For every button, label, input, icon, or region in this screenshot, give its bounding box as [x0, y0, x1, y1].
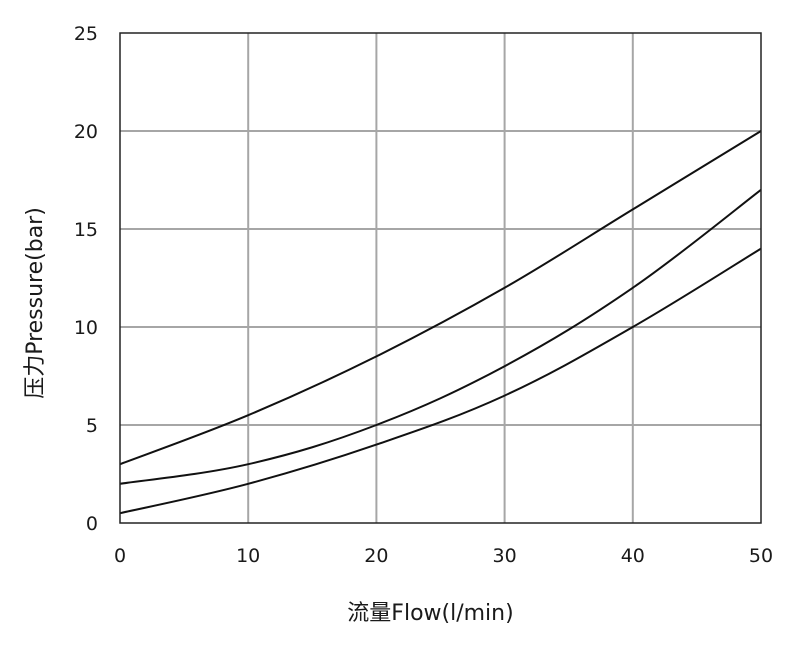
x-tick-label: 50: [749, 545, 773, 567]
series-line-3: [119, 247, 762, 515]
y-tick-label: 5: [86, 415, 98, 437]
x-axis-title: 流量Flow(l/min): [347, 601, 513, 626]
y-tick-label: 25: [74, 23, 98, 45]
x-tick-label: 20: [364, 545, 388, 567]
series-line-1: [119, 130, 762, 466]
x-tick-label: 10: [236, 545, 260, 567]
x-tick-label: 40: [621, 545, 645, 567]
series-lines: [119, 130, 762, 515]
x-tick-label: 0: [114, 545, 126, 567]
y-axis-title: 压力Pressure(bar): [23, 207, 48, 399]
plot-frame: [119, 32, 762, 524]
grid: [120, 33, 761, 523]
x-tick-labels: 0 10 20 30 40 50: [114, 545, 773, 567]
y-tick-label: 0: [86, 513, 98, 535]
y-tick-labels: 0 5 10 15 20 25: [74, 23, 98, 535]
x-tick-label: 30: [493, 545, 517, 567]
y-tick-label: 20: [74, 121, 98, 143]
y-tick-label: 15: [74, 219, 98, 241]
y-tick-label: 10: [74, 317, 98, 339]
series-line-2: [119, 189, 762, 485]
